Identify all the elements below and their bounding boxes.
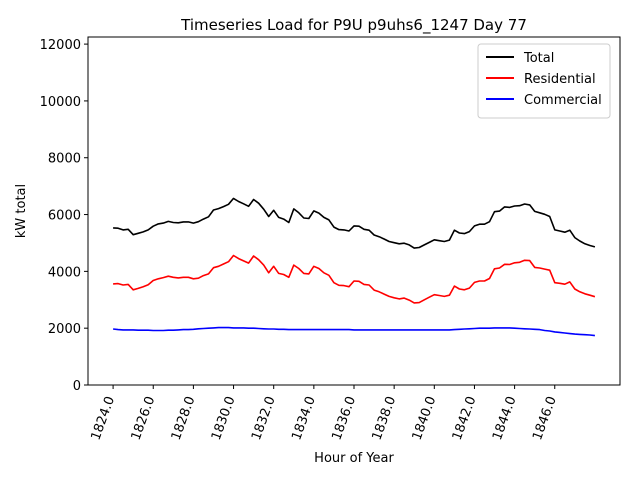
legend-label-commercial: Commercial: [524, 93, 602, 108]
series-line-residential: [113, 254, 596, 304]
y-axis-ticks: 0 2000 4000 6000 8000 10000 12000: [40, 38, 88, 394]
series-lines: [113, 197, 596, 337]
y-tick-label: 0: [73, 379, 81, 394]
legend-label-total: Total: [523, 51, 554, 66]
y-tick-label: 12000: [40, 38, 81, 53]
x-axis-label: Hour of Year: [314, 451, 394, 466]
series-line-commercial: [113, 326, 595, 337]
chart-title: Timeseries Load for P9U p9uhs6_1247 Day …: [180, 16, 527, 35]
y-tick-label: 4000: [48, 265, 81, 280]
y-tick-label: 10000: [40, 95, 81, 110]
series-line-total: [113, 197, 596, 249]
y-tick-label: 6000: [48, 209, 81, 224]
y-tick-label: 8000: [48, 152, 81, 167]
y-tick-label: 2000: [48, 322, 81, 337]
legend-label-residential: Residential: [524, 72, 596, 87]
y-axis-label: kW total: [14, 184, 29, 238]
legend: Total Residential Commercial: [477, 43, 611, 119]
